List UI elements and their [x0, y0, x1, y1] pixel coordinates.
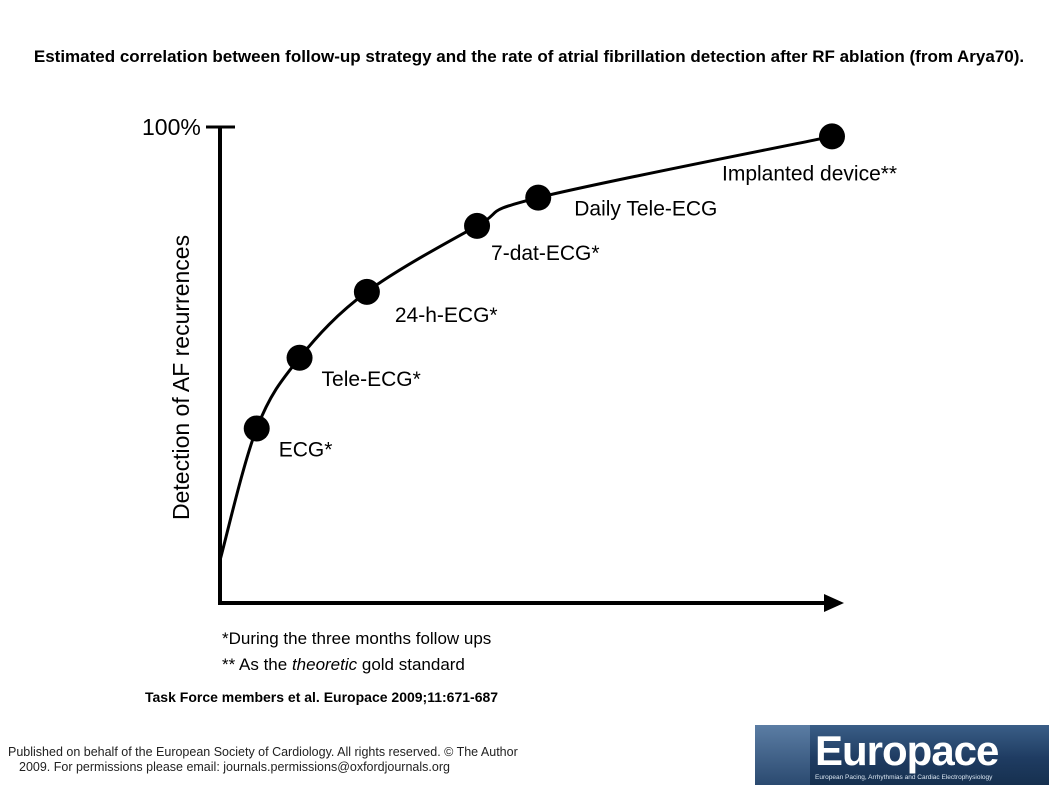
- data-point-6: [819, 123, 845, 150]
- data-point-label-5: Daily Tele-ECG: [574, 198, 717, 221]
- data-point-4: [464, 212, 491, 239]
- data-point-label-2: Tele-ECG*: [322, 368, 421, 391]
- logo-text: Europace: [815, 727, 999, 774]
- y-axis-label: Detection of AF recurrences: [168, 235, 194, 520]
- chart: 100% Detection of AF recurrences ECG* Tel…: [142, 114, 897, 674]
- data-point-2: [286, 344, 313, 371]
- x-axis-arrowhead: [824, 594, 844, 612]
- data-point-5: [525, 184, 552, 211]
- chart-title: Estimated correlation between follow-up …: [33, 47, 1025, 66]
- y-tick-100: 100%: [142, 114, 201, 140]
- data-point-label-1: ECG*: [279, 438, 333, 461]
- data-point-3: [353, 278, 380, 305]
- citation: Task Force members et al. Europace 2009;…: [145, 689, 499, 705]
- logo-accent: [755, 725, 810, 785]
- publisher-line-2: 2009. For permissions please email: jour…: [19, 760, 450, 774]
- europace-logo: Europace European Pacing, Arrhythmias an…: [755, 725, 1049, 785]
- data-point-label-3: 24-h-ECG*: [395, 304, 498, 327]
- publisher-notice: Published on behalf of the European Soci…: [8, 745, 568, 775]
- logo-subtitle: European Pacing, Arrhythmias and Cardiac…: [815, 774, 993, 781]
- data-point-label-4: 7-dat-ECG*: [491, 242, 600, 265]
- data-point-1: [243, 415, 270, 442]
- footnote-1: *During the three months follow ups: [222, 629, 491, 648]
- publisher-line-1: Published on behalf of the European Soci…: [8, 745, 518, 759]
- data-point-label-6: Implanted device**: [722, 162, 897, 185]
- footnote-2: ** As the theoretic gold standard: [222, 655, 465, 674]
